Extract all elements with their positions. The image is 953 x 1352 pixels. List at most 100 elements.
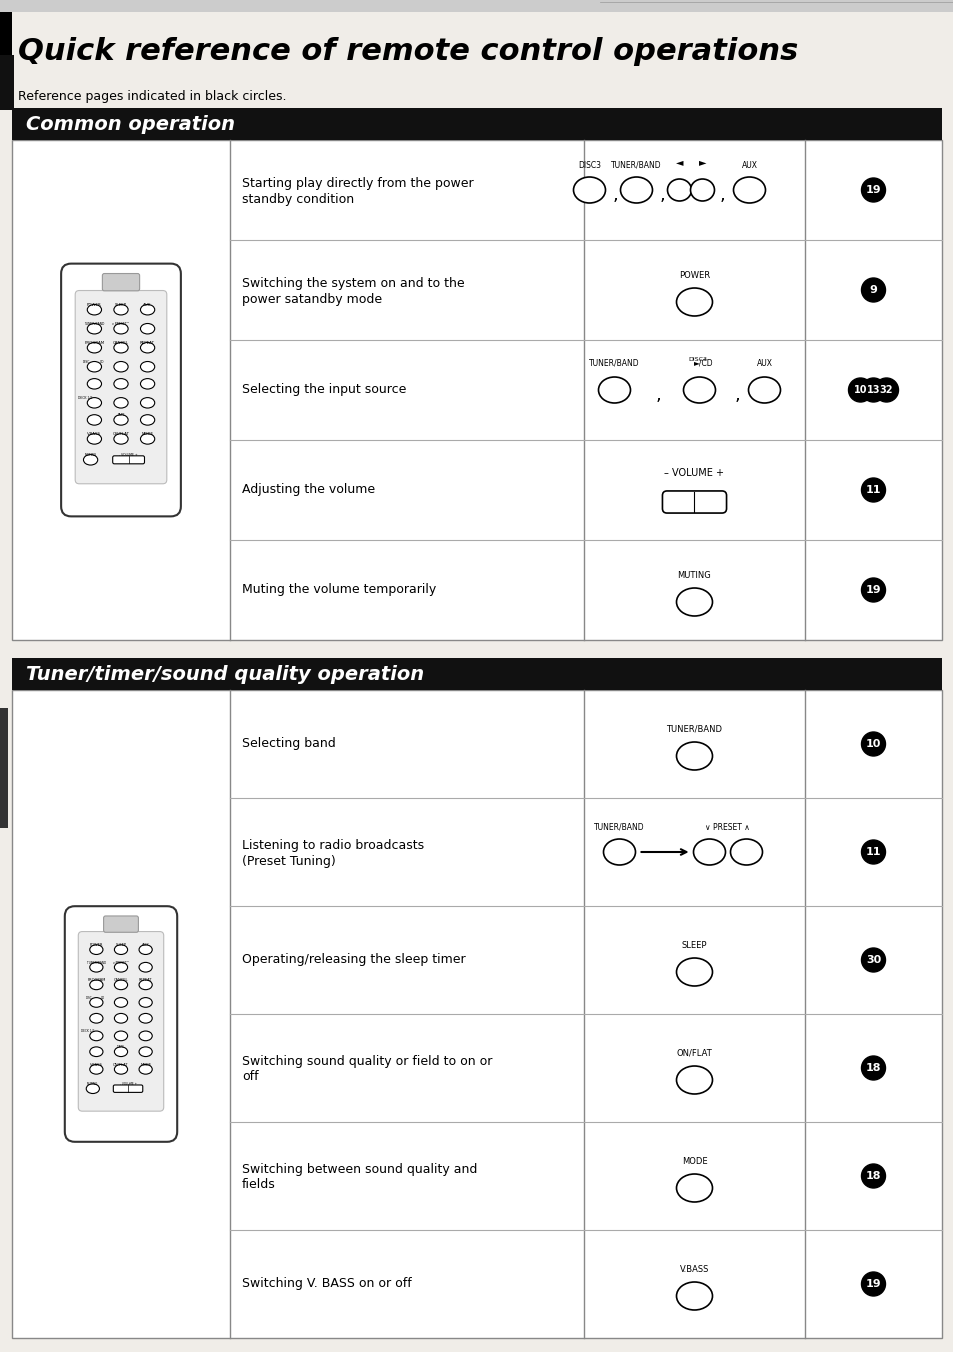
Ellipse shape bbox=[139, 1032, 152, 1041]
Ellipse shape bbox=[87, 304, 101, 315]
Ellipse shape bbox=[114, 963, 128, 972]
Ellipse shape bbox=[90, 1064, 103, 1073]
Ellipse shape bbox=[90, 1032, 103, 1041]
Text: ∨ PRESET ∧: ∨ PRESET ∧ bbox=[704, 823, 749, 831]
Circle shape bbox=[861, 1056, 884, 1080]
Ellipse shape bbox=[113, 379, 128, 389]
Text: Selecting the input source: Selecting the input source bbox=[242, 384, 406, 396]
Ellipse shape bbox=[113, 342, 128, 353]
Circle shape bbox=[874, 379, 898, 402]
Text: V.BASS: V.BASS bbox=[679, 1265, 708, 1274]
Ellipse shape bbox=[140, 304, 154, 315]
Text: 32: 32 bbox=[879, 385, 892, 395]
FancyBboxPatch shape bbox=[661, 491, 726, 512]
Text: 18: 18 bbox=[864, 1171, 881, 1182]
Ellipse shape bbox=[619, 177, 652, 203]
Text: TUNER/BAND: TUNER/BAND bbox=[611, 161, 661, 170]
Text: CANCEL: CANCEL bbox=[113, 979, 128, 983]
Ellipse shape bbox=[114, 1064, 128, 1073]
Ellipse shape bbox=[140, 397, 154, 408]
Text: ON/FLAT: ON/FLAT bbox=[112, 431, 130, 435]
FancyBboxPatch shape bbox=[75, 291, 167, 484]
FancyBboxPatch shape bbox=[78, 932, 164, 1111]
Circle shape bbox=[861, 1164, 884, 1188]
Ellipse shape bbox=[140, 361, 154, 372]
Ellipse shape bbox=[139, 945, 152, 955]
Text: 9: 9 bbox=[868, 285, 877, 295]
Circle shape bbox=[861, 379, 884, 402]
Text: TUNER/BAND: TUNER/BAND bbox=[589, 360, 639, 368]
Text: (Preset Tuning): (Preset Tuning) bbox=[242, 854, 335, 868]
Text: 19: 19 bbox=[864, 185, 881, 195]
FancyBboxPatch shape bbox=[104, 915, 138, 933]
Ellipse shape bbox=[113, 415, 128, 425]
Text: Listening to radio broadcasts: Listening to radio broadcasts bbox=[242, 838, 424, 852]
Text: AUX: AUX bbox=[143, 303, 152, 307]
Ellipse shape bbox=[693, 840, 724, 865]
FancyBboxPatch shape bbox=[112, 456, 144, 464]
Text: MUTING: MUTING bbox=[87, 1082, 98, 1086]
Ellipse shape bbox=[113, 434, 128, 445]
Text: AUX: AUX bbox=[142, 944, 150, 946]
Text: MODE: MODE bbox=[141, 431, 153, 435]
Text: 10: 10 bbox=[865, 740, 881, 749]
Ellipse shape bbox=[87, 361, 101, 372]
Ellipse shape bbox=[676, 959, 712, 986]
Circle shape bbox=[861, 579, 884, 602]
Text: ON/FLAT: ON/FLAT bbox=[676, 1049, 712, 1059]
Ellipse shape bbox=[140, 342, 154, 353]
Text: Switching sound quality or field to on or: Switching sound quality or field to on o… bbox=[242, 1055, 492, 1068]
Text: ,: , bbox=[612, 187, 618, 204]
FancyBboxPatch shape bbox=[102, 273, 139, 291]
Text: Operating/releasing the sleep timer: Operating/releasing the sleep timer bbox=[242, 953, 465, 967]
Text: Starting play directly from the power: Starting play directly from the power bbox=[242, 177, 473, 189]
Text: 19: 19 bbox=[864, 585, 881, 595]
Ellipse shape bbox=[140, 434, 154, 445]
Text: V.BASS: V.BASS bbox=[90, 1063, 103, 1067]
Text: SLEEP: SLEEP bbox=[681, 941, 706, 950]
Text: 18: 18 bbox=[864, 1063, 881, 1073]
Text: ,: , bbox=[734, 387, 740, 404]
Text: TAPE: TAPE bbox=[117, 1045, 125, 1049]
Ellipse shape bbox=[667, 178, 691, 201]
Ellipse shape bbox=[730, 840, 761, 865]
Text: Common operation: Common operation bbox=[26, 115, 234, 134]
Ellipse shape bbox=[114, 1014, 128, 1023]
Ellipse shape bbox=[676, 1065, 712, 1094]
Text: POWER: POWER bbox=[87, 303, 102, 307]
Text: V.BASS: V.BASS bbox=[88, 431, 101, 435]
Ellipse shape bbox=[87, 342, 101, 353]
Text: ►/CD: ►/CD bbox=[693, 360, 713, 368]
Text: power satandby mode: power satandby mode bbox=[242, 292, 382, 306]
Text: ,: , bbox=[659, 187, 664, 204]
Ellipse shape bbox=[90, 945, 103, 955]
Text: REPEAT: REPEAT bbox=[139, 979, 152, 983]
Text: - VOLUME +: - VOLUME + bbox=[119, 1082, 136, 1086]
Ellipse shape bbox=[87, 397, 101, 408]
Text: POWER: POWER bbox=[679, 270, 709, 280]
Text: TUNER/BAND: TUNER/BAND bbox=[594, 823, 644, 831]
Text: Selecting band: Selecting band bbox=[242, 737, 335, 750]
Text: MUTING: MUTING bbox=[677, 571, 711, 580]
Circle shape bbox=[847, 379, 872, 402]
Text: SLEEP: SLEEP bbox=[115, 944, 127, 946]
Ellipse shape bbox=[83, 454, 97, 465]
FancyBboxPatch shape bbox=[113, 1084, 143, 1092]
Ellipse shape bbox=[114, 980, 128, 990]
Ellipse shape bbox=[114, 998, 128, 1007]
Bar bbox=[12, 141, 941, 639]
Circle shape bbox=[861, 479, 884, 502]
Text: PROGRAM: PROGRAM bbox=[84, 341, 104, 345]
Text: MODE: MODE bbox=[681, 1157, 706, 1165]
Ellipse shape bbox=[139, 980, 152, 990]
Bar bbox=[12, 658, 941, 690]
Text: TUNER/BAND: TUNER/BAND bbox=[84, 322, 105, 326]
Text: Adjusting the volume: Adjusting the volume bbox=[242, 484, 375, 496]
Text: AUX: AUX bbox=[756, 360, 772, 368]
Bar bbox=[0, 0, 953, 12]
Text: Muting the volume temporarily: Muting the volume temporarily bbox=[242, 584, 436, 596]
Circle shape bbox=[861, 1272, 884, 1297]
Circle shape bbox=[861, 178, 884, 201]
Text: 19: 19 bbox=[864, 1279, 881, 1288]
Text: TUNER/BAND: TUNER/BAND bbox=[666, 725, 721, 734]
